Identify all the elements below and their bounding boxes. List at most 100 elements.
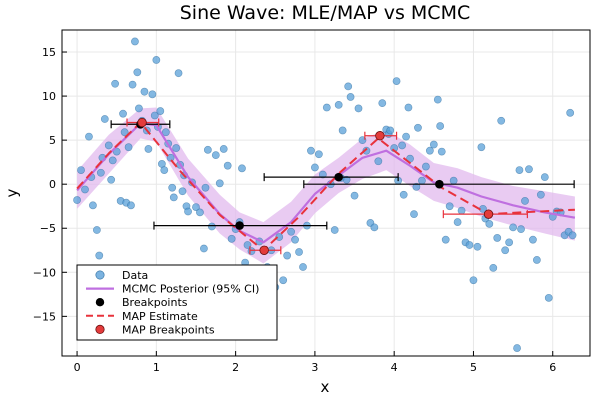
data-point	[445, 202, 454, 211]
data-point	[89, 201, 97, 210]
data-point	[532, 256, 541, 264]
data-point	[378, 99, 387, 108]
data-point	[465, 241, 474, 249]
data-point	[449, 176, 458, 185]
x-tick-label: 3	[311, 361, 318, 374]
data-point	[135, 104, 143, 113]
data-point	[344, 82, 353, 91]
y-axis-label: y	[3, 188, 21, 197]
data-point	[291, 235, 299, 244]
data-point	[166, 153, 175, 162]
data-point	[127, 201, 135, 210]
data-point	[104, 141, 113, 150]
map-estimate-line	[76, 121, 575, 252]
data-point	[108, 156, 117, 165]
breakpoint-marker	[334, 172, 343, 182]
data-point	[299, 263, 307, 271]
data-point	[152, 56, 161, 64]
data-point	[412, 182, 421, 191]
data-point	[370, 223, 379, 232]
data-point	[469, 276, 478, 285]
legend-entry-label: MAP Breakpoints	[122, 323, 215, 336]
data-point	[493, 234, 502, 242]
scatter-layer	[73, 37, 577, 352]
data-point	[453, 218, 462, 226]
data-point	[414, 123, 422, 132]
data-point	[120, 128, 129, 137]
data-point	[192, 203, 200, 211]
x-tick-label: 0	[74, 361, 81, 374]
data-point	[517, 225, 525, 234]
map-breakpoint-marker	[375, 131, 385, 141]
data-point	[342, 175, 351, 184]
data-point	[437, 147, 446, 156]
data-point	[73, 196, 81, 204]
data-point	[544, 293, 553, 302]
data-point	[172, 144, 181, 152]
data-point	[330, 226, 339, 234]
data-point	[140, 87, 149, 96]
data-point	[200, 244, 208, 253]
x-tick-label: 6	[549, 361, 556, 374]
data-point	[314, 150, 323, 159]
data-point	[283, 251, 292, 260]
data-point	[307, 146, 315, 155]
data-point	[338, 126, 347, 135]
data-point	[322, 103, 331, 112]
data-point	[441, 235, 450, 244]
data-point	[509, 223, 517, 232]
data-point	[295, 248, 303, 256]
legend-data-marker	[95, 270, 105, 280]
y-tick-label: −5	[40, 222, 56, 235]
data-point	[215, 179, 224, 188]
breakpoint-layer	[136, 117, 494, 255]
legend-map-breakpoint-marker	[95, 324, 105, 334]
data-point	[124, 143, 133, 152]
data-point	[485, 219, 494, 228]
data-point	[350, 191, 359, 200]
data-point	[536, 190, 545, 199]
data-point	[111, 79, 120, 88]
data-point	[227, 234, 236, 243]
data-point	[540, 173, 549, 182]
y-tick-label: 5	[49, 134, 56, 147]
data-point	[399, 190, 408, 199]
data-point	[203, 145, 212, 154]
data-point	[133, 68, 142, 77]
data-point	[410, 210, 418, 219]
data-point	[429, 140, 438, 149]
data-point	[421, 162, 430, 171]
data-point	[477, 143, 486, 152]
data-point	[501, 246, 510, 255]
chart-title: Sine Wave: MLE/MAP vs MCMC	[180, 2, 470, 24]
x-tick-label: 5	[470, 361, 477, 374]
legend-breakpoint-marker	[95, 298, 105, 307]
map-breakpoint-marker	[259, 245, 269, 255]
data-point	[497, 116, 506, 125]
data-point	[148, 90, 157, 99]
data-point	[402, 132, 410, 141]
data-point	[95, 251, 104, 260]
data-point	[513, 344, 521, 352]
x-tick-label: 1	[153, 361, 160, 374]
plot-frame	[61, 29, 591, 357]
data-point	[119, 109, 127, 118]
data-point	[392, 77, 401, 86]
data-point	[128, 80, 137, 89]
data-point	[238, 164, 246, 173]
data-point	[386, 126, 395, 135]
data-point	[473, 242, 482, 251]
data-point	[207, 222, 216, 231]
data-point	[92, 226, 101, 234]
data-point	[318, 170, 327, 179]
data-point	[334, 100, 343, 109]
data-point	[223, 161, 232, 170]
data-point	[398, 141, 407, 150]
data-point	[174, 69, 183, 78]
data-point	[525, 165, 533, 174]
data-point	[505, 238, 514, 247]
legend-box	[76, 264, 278, 341]
